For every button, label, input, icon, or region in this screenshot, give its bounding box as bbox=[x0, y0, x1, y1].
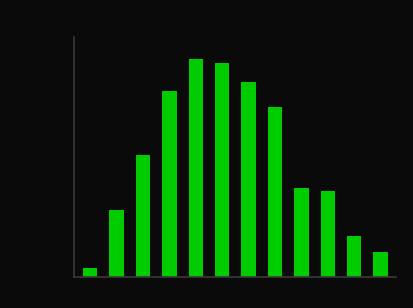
Bar bbox=[241, 82, 256, 277]
Bar bbox=[162, 91, 177, 277]
Bar bbox=[294, 188, 309, 277]
Bar bbox=[320, 191, 335, 277]
Bar bbox=[215, 63, 230, 277]
Bar bbox=[136, 156, 150, 277]
Bar bbox=[373, 252, 388, 277]
Bar bbox=[268, 107, 282, 277]
Bar bbox=[109, 210, 124, 277]
Bar bbox=[83, 268, 97, 277]
Bar bbox=[347, 236, 361, 277]
Bar bbox=[189, 59, 203, 277]
